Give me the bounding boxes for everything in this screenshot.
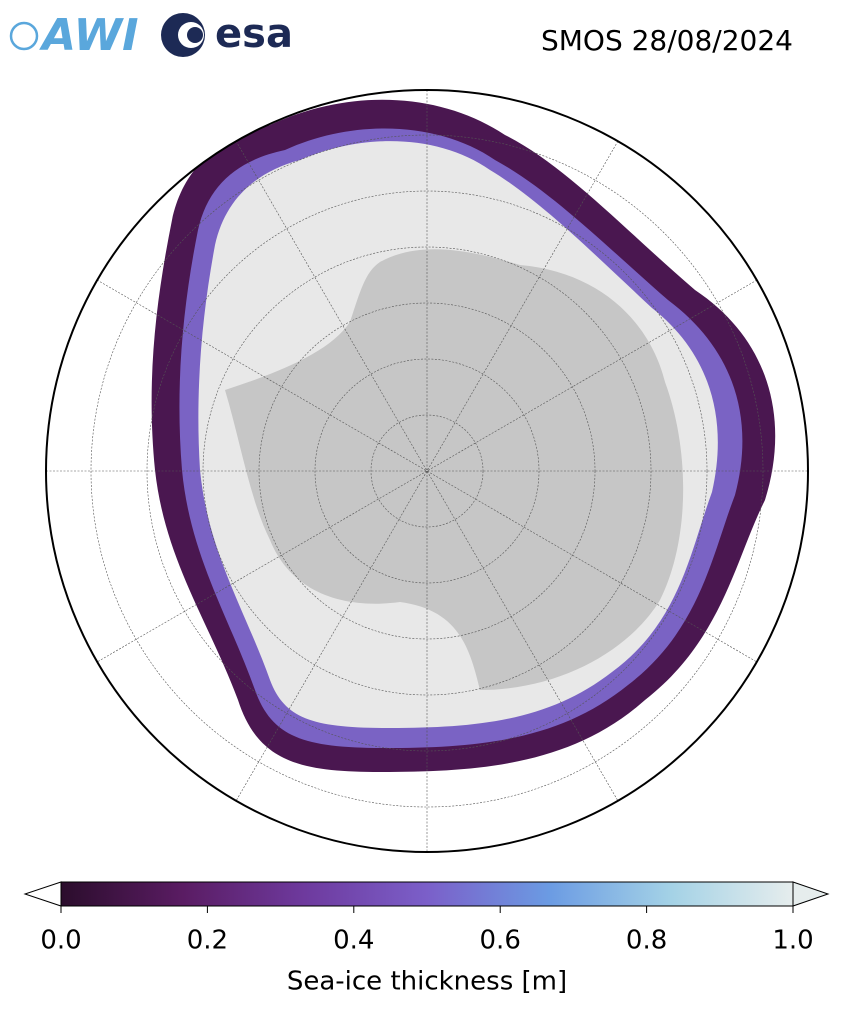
antarctica: [225, 249, 684, 690]
map-frame: [45, 89, 809, 853]
colorbar: 0.0 0.2 0.4 0.6 0.8 1.0: [23, 881, 830, 956]
colorbar-tick-label: 0.6: [480, 926, 521, 956]
map: [46, 90, 808, 852]
colorbar-extend-high: [792, 881, 830, 907]
colorbar-extend-low: [23, 881, 62, 907]
colorbar-tick-label: 1.0: [772, 926, 813, 956]
awi-logo: AWI: [9, 10, 139, 61]
colorbar-label: Sea-ice thickness [m]: [287, 967, 567, 997]
colorbar-tick-label: 0.8: [626, 926, 667, 956]
colorbar-tick-label: 0.0: [40, 926, 81, 956]
awi-logo-text: AWI: [39, 10, 139, 61]
graticule: [46, 90, 808, 852]
esa-logo-text: esa: [215, 11, 293, 57]
colorbar-bar: [60, 881, 794, 907]
esa-logo: esa: [161, 11, 293, 57]
title: SMOS 28/08/2024: [541, 24, 793, 57]
colorbar-tick-label: 0.2: [187, 926, 228, 956]
colorbar-tick-label: 0.4: [333, 926, 374, 956]
